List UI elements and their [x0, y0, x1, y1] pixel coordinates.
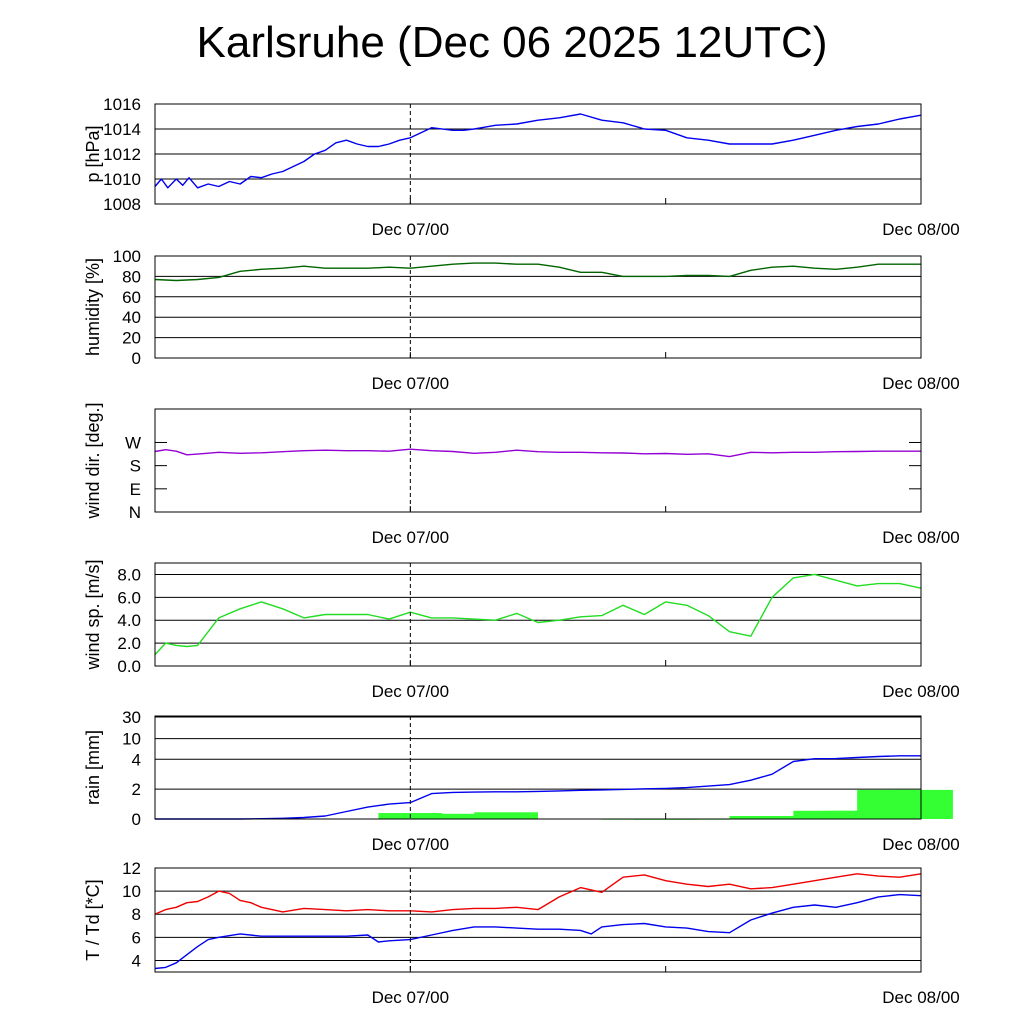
y-tick-label: 0.0: [117, 657, 141, 676]
y-tick-label: 1012: [103, 145, 141, 164]
y-axis-label: rain [mm]: [83, 730, 103, 805]
y-tick-label: 10: [122, 882, 141, 901]
series-line-accumulated-rain: [155, 755, 921, 820]
y-tick-label: E: [130, 480, 141, 499]
x-tick-label: Dec 08/00: [882, 682, 960, 701]
y-tick-label: 60: [122, 288, 141, 307]
plot-frame: [154, 408, 922, 513]
y-tick-label: 4.0: [117, 611, 141, 630]
x-tick-label: Dec 08/00: [882, 220, 960, 239]
x-tick-label: Dec 08/00: [882, 374, 960, 393]
plot-frame: [154, 255, 922, 359]
y-tick-label: 4: [132, 951, 141, 970]
series-line-pressure: [154, 113, 922, 189]
x-tick-label: Dec 07/00: [372, 374, 450, 393]
x-tick-label: Dec 07/00: [372, 528, 450, 547]
y-tick-label: 0: [132, 810, 141, 829]
rain-bar: [474, 812, 538, 819]
y-tick-label: 1016: [103, 95, 141, 114]
x-tick-label: Dec 07/00: [372, 988, 450, 1007]
panel-rain: 0 2 410 30 rain [mm] Dec 07/00 Dec 08/00: [83, 708, 960, 854]
y-tick-label: N: [129, 503, 141, 522]
y-tick-label: 1014: [103, 120, 141, 139]
series-line-t: [154, 873, 922, 915]
y-tick-label: 10: [122, 730, 141, 749]
y-tick-label: 1010: [103, 170, 141, 189]
x-tick-label: Dec 08/00: [882, 528, 960, 547]
series-line-wind-speed: [154, 573, 922, 656]
y-tick-label: 6.0: [117, 588, 141, 607]
y-tick-label: 80: [122, 267, 141, 286]
plot-frame: [154, 103, 922, 205]
y-tick-label: 30: [122, 708, 141, 727]
chart-title: Karlsruhe (Dec 06 2025 12UTC): [196, 18, 828, 67]
plot-frame: [154, 562, 922, 667]
x-tick-label: Dec 08/00: [882, 988, 960, 1007]
series-line-td: [154, 893, 922, 970]
y-tick-label: 8: [132, 905, 141, 924]
plot-frame: [154, 715, 922, 820]
y-tick-label: 6: [132, 928, 141, 947]
panel-temperature: 4 6 8 10 12 T / Td [*C] Dec 07/00 Dec 08/00: [83, 859, 960, 1007]
x-tick-label: Dec 07/00: [372, 835, 450, 854]
y-tick-label: W: [125, 433, 141, 452]
y-tick-label: 0: [132, 349, 141, 368]
y-tick-label: 12: [122, 859, 141, 878]
rain-bar: [729, 816, 794, 819]
y-axis-label: T / Td [*C]: [83, 879, 103, 960]
series-line-wind-direction: [154, 448, 921, 458]
y-axis-label: p [hPa]: [83, 125, 103, 182]
y-tick-label: 4: [132, 750, 141, 769]
y-tick-label: 40: [122, 308, 141, 327]
y-tick-label: S: [130, 457, 141, 476]
y-axis-label: humidity [%]: [83, 258, 103, 356]
plot-frame: [154, 867, 922, 973]
y-tick-label: 1008: [103, 195, 141, 214]
y-tick-label: 2.0: [117, 634, 141, 653]
y-tick-label: 2: [132, 780, 141, 799]
panel-wind-speed: 0.0 2.0 4.0 6.0 8.0 wind sp. [m/s] Dec 07/00 De…: [83, 559, 960, 701]
x-tick-label: Dec 07/00: [372, 682, 450, 701]
y-axis-label: wind dir. [deg.]: [83, 402, 103, 519]
x-tick-label: Dec 08/00: [882, 835, 960, 854]
rain-bar: [825, 810, 890, 819]
series-line-humidity: [154, 262, 921, 282]
y-tick-label: 100: [113, 247, 141, 266]
y-tick-label: 20: [122, 329, 141, 348]
y-tick-label: 8.0: [117, 565, 141, 584]
x-tick-label: Dec 07/00: [372, 220, 450, 239]
y-axis-label: wind sp. [m/s]: [83, 559, 103, 670]
